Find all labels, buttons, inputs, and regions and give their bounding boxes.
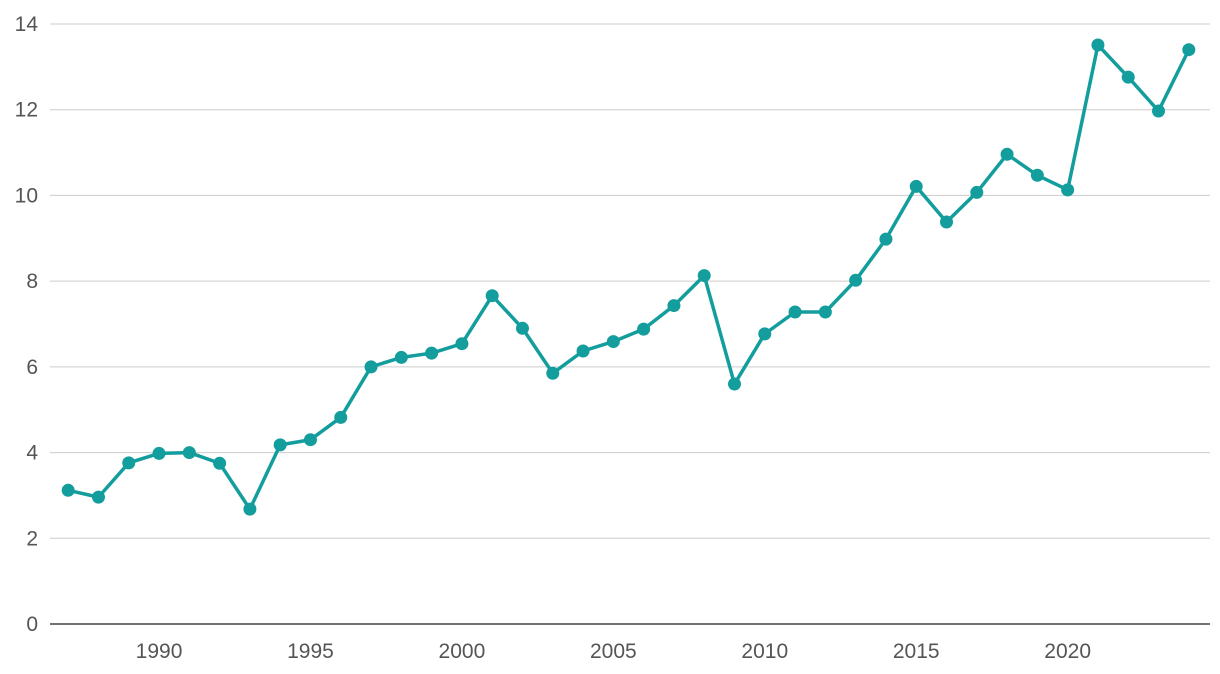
data-point-2005	[606, 335, 620, 349]
x-tick-label-1990: 1990	[136, 640, 183, 663]
data-point-1997	[364, 360, 378, 374]
data-point-2016	[940, 215, 954, 229]
y-tick-label-8: 8	[26, 270, 38, 293]
x-tick-label-2010: 2010	[741, 640, 788, 663]
data-point-2001	[485, 289, 499, 303]
data-point-1993	[243, 502, 257, 516]
data-point-1988	[91, 490, 105, 504]
data-point-2006	[637, 322, 651, 336]
y-tick-label-4: 4	[26, 442, 38, 465]
data-point-2021	[1091, 38, 1105, 52]
data-point-2019	[1030, 168, 1044, 182]
x-tick-label-2005: 2005	[590, 640, 637, 663]
data-point-2002	[515, 321, 529, 335]
data-point-2024	[1182, 43, 1196, 57]
data-point-2018	[1000, 147, 1014, 161]
data-point-1990	[152, 446, 166, 460]
y-tick-label-0: 0	[26, 613, 38, 636]
data-point-2011	[788, 305, 802, 319]
data-point-1995	[303, 433, 317, 447]
y-tick-label-14: 14	[15, 13, 39, 36]
data-point-2013	[849, 273, 863, 287]
data-point-2023	[1152, 104, 1166, 118]
series-line-0	[66, 43, 1191, 511]
x-tick-label-2015: 2015	[893, 640, 940, 663]
data-point-1999	[425, 346, 439, 360]
data-point-1987	[61, 483, 75, 497]
x-tick-label-2000: 2000	[439, 640, 486, 663]
data-point-1998	[394, 350, 408, 364]
data-point-2015	[909, 179, 923, 193]
data-point-2009	[727, 377, 741, 391]
data-point-2003	[546, 366, 560, 380]
y-tick-label-2: 2	[26, 527, 38, 550]
data-point-2004	[576, 344, 590, 358]
grid-lines	[50, 23, 1210, 625]
x-tick-label-2020: 2020	[1044, 640, 1091, 663]
data-point-1996	[334, 410, 348, 424]
data-point-2010	[758, 327, 772, 341]
x-axis-tick-labels: 1990 1995 2000 2005 2010 2015 2020	[136, 640, 1091, 663]
data-point-1989	[122, 456, 136, 470]
y-tick-label-6: 6	[26, 356, 38, 379]
data-point-2000	[455, 337, 469, 351]
data-point-2014	[879, 232, 893, 246]
x-tick-label-1995: 1995	[287, 640, 334, 663]
data-point-2012	[818, 305, 832, 319]
data-point-1992	[213, 456, 227, 470]
y-axis-tick-labels: 0 2 4 6 8 10 12 14	[15, 13, 39, 636]
y-tick-label-12: 12	[15, 99, 38, 122]
data-point-1991	[182, 446, 196, 460]
data-point-2017	[970, 185, 984, 199]
data-point-2022	[1121, 70, 1135, 84]
series-layer	[61, 38, 1196, 516]
data-point-2008	[697, 269, 711, 283]
data-point-1994	[273, 438, 287, 452]
data-point-2007	[667, 299, 681, 313]
data-point-2020	[1061, 183, 1075, 197]
y-tick-label-10: 10	[15, 184, 38, 207]
